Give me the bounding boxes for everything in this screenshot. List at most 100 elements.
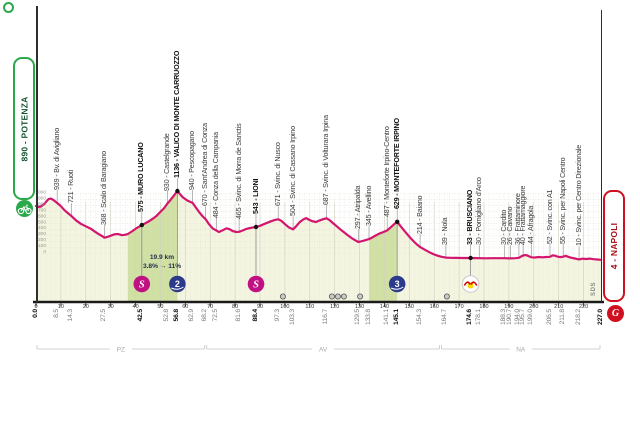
km-distance-label: 103.3	[288, 309, 296, 326]
waypoint-label: 44 - Afragola	[525, 206, 535, 245]
waypoint-label: 39 - Nola	[440, 217, 450, 245]
province-label: PZ	[117, 347, 125, 354]
waypoint-label: 670 - Sant'Andrea di Conza	[200, 123, 210, 207]
km-tick-label: 30	[107, 303, 114, 310]
summit-dot	[395, 219, 400, 224]
elevation-ruler-label: 1000	[35, 190, 46, 196]
km-distance-label: 145.1	[392, 309, 400, 326]
tunnel-icon	[334, 293, 341, 300]
climb-gradient: 3.8% → 11%	[142, 262, 182, 270]
km-distance-label: 133.8	[364, 309, 372, 326]
waypoint-label: 629 - MONTEFORTE IRPINO	[391, 117, 401, 209]
km-distance-label: 56.8	[172, 309, 180, 322]
km-tick-label: 90	[256, 303, 264, 310]
elevation-ruler-label: 800	[38, 201, 46, 207]
km-tick-label: 20	[82, 303, 89, 310]
start-line	[36, 6, 38, 302]
summit-dot	[175, 188, 180, 194]
km-distance-label: 154.3	[415, 309, 423, 326]
elevation-ruler-label: 600	[38, 213, 46, 219]
finish-line	[600, 10, 602, 302]
km-tick-label: 80	[232, 303, 239, 310]
svg-text:S: S	[253, 280, 259, 291]
elevation-ruler-label: 300	[38, 231, 46, 237]
km-distance-label: 178.1	[474, 309, 482, 326]
km-tick-label: 10	[57, 303, 64, 310]
waypoint-label: 575 - MURO LUCANO	[136, 142, 146, 213]
tunnel-icon	[328, 293, 335, 300]
waypoint-label: 52 - Svinc. con A1	[544, 189, 554, 244]
km-tick-label: 210	[554, 303, 564, 310]
km-distance-label: 72.5	[212, 309, 219, 322]
elevation-line	[34, 189, 603, 261]
km-distance-label: 27.5	[99, 309, 107, 322]
waypoint-label: 465 - Svinc. di Morra de Sanctis	[233, 123, 243, 219]
climb-length: 19.9 km	[149, 254, 175, 261]
km-distance-label: 174.6	[466, 309, 474, 326]
km-distance-label: 8.5	[52, 309, 60, 318]
tunnel-icon	[279, 293, 286, 300]
elevation-ruler-label: 700	[38, 207, 46, 213]
km-distance-label: 211.8	[558, 309, 566, 325]
km-tick-label: 40	[132, 303, 139, 310]
waypoint-label: 940 - Pescopagano	[187, 130, 197, 190]
svg-text:2: 2	[175, 279, 180, 289]
km-distance-label: 227.0	[596, 309, 604, 326]
km-distance-label: 199.0	[526, 309, 534, 326]
km-distance-label: 52.8	[162, 309, 170, 322]
summit-dot	[253, 224, 259, 230]
elevation-ruler-label: 400	[38, 225, 46, 231]
waypoint-label: 368 - Scalo di Baragiano	[98, 150, 108, 225]
km-distance-label: 164.7	[441, 309, 449, 326]
km-tick-label: 170	[454, 303, 464, 310]
km-distance-label: 88.4	[251, 309, 259, 322]
waypoint-label: 30 - Pomigliano d'Arco	[473, 177, 483, 246]
km-tick-label: 190	[504, 303, 514, 310]
credit-text: SDS	[591, 281, 597, 296]
km-distance-label: 129.5	[353, 309, 361, 326]
km-distance-label: 62.9	[188, 309, 196, 322]
elevation-ruler-label: 500	[38, 219, 46, 225]
summit-dot	[468, 255, 473, 261]
km-tick-label: 50	[157, 303, 164, 310]
waypoint-label: 721 - Ruoti	[66, 170, 76, 204]
km-tick-label: 0	[34, 303, 38, 310]
waypoint-label: 33 - BRUSCIANO	[465, 189, 475, 245]
waypoint-label: 1136 - VALICO DI MONTE CARRUOZZO	[171, 50, 181, 178]
km-tick-label: 160	[429, 303, 439, 310]
km-tick-label: 220	[579, 303, 589, 310]
corner-logo	[3, 2, 14, 13]
elevation-ruler-label: 900	[38, 195, 46, 201]
sprint-badge: S	[247, 275, 265, 293]
province-label: AV	[319, 347, 328, 354]
waypoint-label: 504 - Svinc. di Cassano Irpino	[287, 126, 297, 217]
svg-text:S: S	[139, 280, 145, 291]
waypoint-label: 484 - Conza della Campania	[211, 131, 220, 218]
redbull-badge	[461, 275, 480, 293]
svg-text:3: 3	[395, 279, 400, 289]
waypoint-label: 214 - Baiano	[414, 195, 424, 234]
waypoint-label: 10 - Svinc. per Centro Direzionale	[573, 145, 583, 247]
waypoint-label: 687 - Svinc. di Volturara Irpina	[321, 115, 330, 206]
climb-note: 19.9 km 3.8% → 11%	[133, 254, 191, 271]
tunnel-icon	[443, 293, 450, 300]
km-distance-label: 141.1	[382, 309, 390, 326]
start-label: 890 - POTENZA	[19, 96, 30, 161]
km-tick-label: 70	[207, 303, 214, 310]
km-tick-label: 60	[182, 303, 189, 310]
waypoint-label: 939 - Bv. di Avigliano	[51, 127, 61, 190]
km-distance-label: 218.2	[574, 309, 582, 326]
km-tick-label: 110	[305, 303, 315, 310]
km-tick-label: 150	[404, 303, 414, 310]
km-tick-label: 140	[379, 303, 390, 310]
cyclist-icon	[17, 204, 32, 215]
waypoint-label: 543 - LIONI	[250, 178, 260, 214]
summit-dot	[139, 222, 144, 228]
elevation-ruler-label: 200	[38, 237, 46, 243]
km-distance-label: 116.7	[322, 309, 329, 325]
km-distance-label: 14.3	[67, 309, 75, 322]
km-distance-label: 42.5	[137, 309, 145, 322]
kom-badge: 3	[388, 275, 406, 293]
